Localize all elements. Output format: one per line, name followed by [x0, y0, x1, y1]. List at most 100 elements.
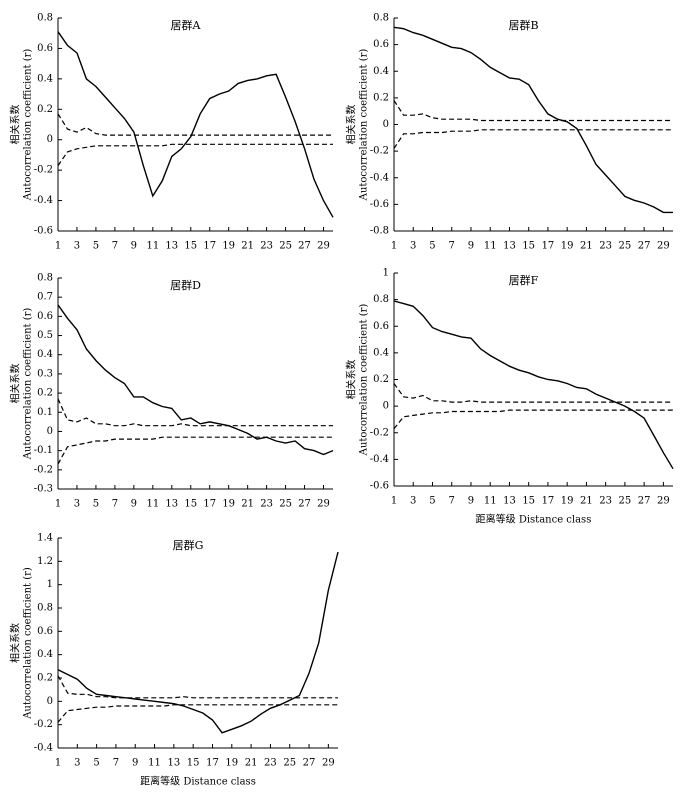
x-axis-label: 距离等级 Distance class: [476, 513, 592, 526]
y-tick-label: 0.4: [37, 349, 53, 360]
x-tick-label: 29: [322, 758, 335, 769]
y-tick-label: -0.4: [34, 195, 53, 206]
y-tick-label: 0.8: [37, 13, 53, 24]
x-tick-label: 17: [203, 499, 216, 510]
y-tick-label: -0.2: [34, 464, 53, 475]
x-tick-label: 3: [410, 496, 416, 507]
y-tick-label: -0.8: [370, 226, 389, 237]
y-tick-label: 0.2: [37, 673, 53, 684]
y-tick-label: 0.8: [37, 603, 53, 614]
x-tick-label: 29: [317, 241, 330, 252]
x-tick-label: 27: [638, 241, 651, 252]
x-tick-label: 7: [112, 499, 118, 510]
x-tick-label: 25: [279, 499, 292, 510]
y-tick-label: 0.6: [373, 39, 389, 50]
y-tick-label: 1.2: [37, 556, 53, 567]
y-tick-label: 0: [383, 119, 389, 130]
x-tick-label: 19: [222, 241, 235, 252]
y-tick-label: -0.2: [34, 719, 53, 730]
x-tick-label: 9: [132, 758, 138, 769]
y-tick-label: 1: [383, 268, 389, 279]
y-tick-label: -0.4: [370, 172, 389, 183]
x-tick-label: 23: [599, 496, 612, 507]
x-tick-label: 5: [429, 241, 435, 252]
x-tick-label: 27: [638, 496, 651, 507]
x-tick-label: 15: [522, 241, 535, 252]
x-tick-label: 17: [542, 496, 555, 507]
y-tick-label: 0.4: [373, 347, 389, 358]
x-tick-label: 11: [146, 241, 159, 252]
x-tick-label: 13: [165, 499, 178, 510]
x-tick-label: 11: [146, 499, 159, 510]
x-tick-label: 13: [503, 496, 516, 507]
x-axis-label: 距离等级 Distance class: [140, 775, 256, 788]
confidence-line: [57, 675, 338, 699]
x-tick-label: 25: [619, 496, 632, 507]
x-tick-label: 15: [184, 499, 197, 510]
x-tick-label: 7: [449, 241, 455, 252]
x-tick-label: 25: [283, 758, 296, 769]
x-tick-label: 1: [391, 241, 397, 252]
x-tick-label: 17: [203, 241, 216, 252]
panel: 0.80.60.40.20-0.2-0.4-0.61 3 5 7 9 11 13 15 17 19…: [9, 13, 334, 252]
y-tick-label: 0.2: [37, 104, 53, 115]
x-tick-label: 17: [542, 241, 555, 252]
y-tick-label: 0: [47, 134, 53, 145]
x-tick-label: 3: [74, 241, 80, 252]
x-tick-label: 5: [93, 241, 99, 252]
y-tick-label: 0.6: [37, 626, 53, 637]
y-axis-label: 相关系数: [9, 364, 22, 404]
chart-title: 居群D: [170, 278, 201, 292]
x-tick-label: 21: [245, 758, 258, 769]
y-tick-label: 0.1: [37, 407, 53, 418]
x-tick-label: 23: [599, 241, 612, 252]
x-tick-label: 1: [391, 496, 397, 507]
confidence-line: [57, 113, 333, 136]
y-tick-label: 0.5: [37, 330, 53, 341]
x-tick-label: 27: [298, 241, 311, 252]
x-tick-label: 27: [303, 758, 316, 769]
y-tick-label: 0.4: [37, 73, 53, 84]
x-tick-label: 3: [74, 758, 80, 769]
y-tick-label: 0.4: [37, 649, 53, 660]
y-tick-label: 0.8: [373, 13, 389, 24]
y-tick-label: -0.4: [34, 743, 53, 754]
x-tick-label: 9: [468, 496, 474, 507]
y-tick-label: -0.6: [370, 481, 389, 492]
y-tick-label: -0.6: [34, 226, 53, 237]
x-tick-label: 21: [241, 499, 254, 510]
y-tick-label: 0.3: [37, 368, 53, 379]
x-tick-label: 7: [449, 496, 455, 507]
panel: 0.80.70.60.50.40.30.20.10-0.1-0.2-0.31 3 5…: [9, 273, 334, 510]
x-tick-label: 9: [131, 241, 137, 252]
x-tick-label: 15: [522, 496, 535, 507]
confidence-line: [57, 143, 333, 166]
x-tick-label: 11: [484, 496, 497, 507]
x-tick-label: 11: [148, 758, 161, 769]
y-tick-label: -0.1: [34, 445, 53, 456]
x-tick-label: 23: [260, 241, 273, 252]
x-tick-label: 29: [657, 241, 670, 252]
y-tick-label: 0.8: [37, 273, 53, 284]
chart-title: 居群B: [508, 18, 538, 32]
y-tick-label: 0: [47, 696, 53, 707]
correlogram-line: [57, 551, 339, 734]
x-tick-label: 1: [55, 499, 61, 510]
confidence-line: [57, 704, 338, 723]
correlogram-line: [57, 304, 334, 456]
y-axis-label: Autocorrelation coefficient (r): [23, 567, 34, 720]
y-tick-label: 1.4: [37, 533, 53, 544]
y-axis-label: 相关系数: [9, 623, 22, 663]
confidence-line: [393, 129, 673, 149]
correlogram-line: [393, 26, 673, 214]
y-tick-label: 0.2: [373, 92, 389, 103]
x-tick-label: 13: [167, 758, 180, 769]
y-tick-label: -0.6: [370, 199, 389, 210]
x-tick-label: 19: [225, 758, 238, 769]
x-tick-label: 7: [113, 758, 119, 769]
y-tick-label: -0.4: [370, 454, 389, 465]
x-tick-label: 9: [131, 499, 137, 510]
x-tick-label: 23: [260, 499, 273, 510]
y-axis-label: Autocorrelation coefficient (r): [359, 49, 370, 202]
